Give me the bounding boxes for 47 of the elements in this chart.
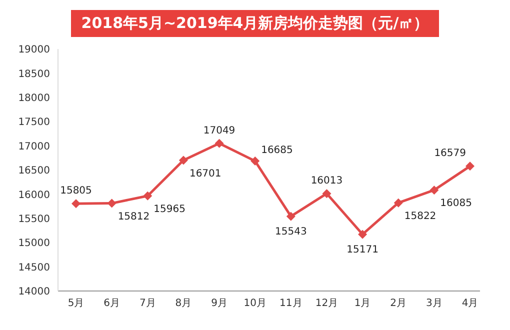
point: [178, 156, 188, 165]
y-tick-label: 16500: [18, 166, 50, 177]
y-tick-label: 18000: [18, 92, 50, 104]
x-tick-label: 7月: [139, 298, 156, 310]
data-label: 15171: [346, 244, 378, 256]
x-tick-label: 9月: [211, 298, 228, 310]
x-tick-label: 8月: [175, 298, 192, 310]
point: [322, 189, 332, 198]
y-tick-label: 17000: [18, 141, 50, 152]
data-label: 16579: [434, 148, 466, 160]
y-tick-label: 15500: [18, 214, 50, 225]
data-label: 15822: [404, 210, 436, 222]
point: [214, 138, 224, 148]
data-label: 15805: [60, 186, 92, 197]
x-tick-label: 10月: [244, 298, 266, 310]
x-tick-label: 1月: [354, 298, 371, 310]
point: [143, 191, 152, 200]
data-label: 17049: [203, 125, 236, 136]
point: [430, 186, 439, 195]
x-tick-label: 2月: [390, 298, 407, 310]
x-tick-label: 5月: [68, 298, 84, 310]
data-label: 16701: [189, 168, 222, 180]
data-label: 15543: [275, 226, 307, 238]
point: [72, 199, 80, 208]
y-tick-label: 17500: [18, 117, 50, 128]
y-tick-label: 15000: [18, 238, 50, 250]
x-tick-label: 12月: [315, 298, 338, 310]
chart-title: 2018年5月~2019年4月新房均价走势图（元/㎡）: [71, 10, 439, 37]
x-tick-label: 11月: [280, 298, 302, 310]
x-tick-label: 4月: [462, 298, 478, 310]
x-tick-label: 6月: [104, 298, 120, 310]
point: [394, 198, 403, 208]
y-tick-label: 16000: [18, 190, 50, 201]
point: [250, 156, 260, 166]
point: [286, 212, 296, 221]
y-tick-label: 14500: [18, 262, 50, 274]
point: [358, 230, 368, 239]
data-label: 16085: [440, 198, 472, 210]
data-label: 16685: [261, 145, 293, 156]
y-tick-label: 18500: [18, 68, 50, 80]
x-tick-label: 3月: [426, 298, 442, 310]
data-label: 16013: [310, 176, 343, 187]
data-label: 15812: [118, 211, 150, 222]
point: [466, 162, 474, 171]
data-label: 15965: [154, 204, 186, 215]
y-tick-label: 14000: [18, 286, 50, 298]
y-tick-label: 19000: [18, 44, 50, 56]
